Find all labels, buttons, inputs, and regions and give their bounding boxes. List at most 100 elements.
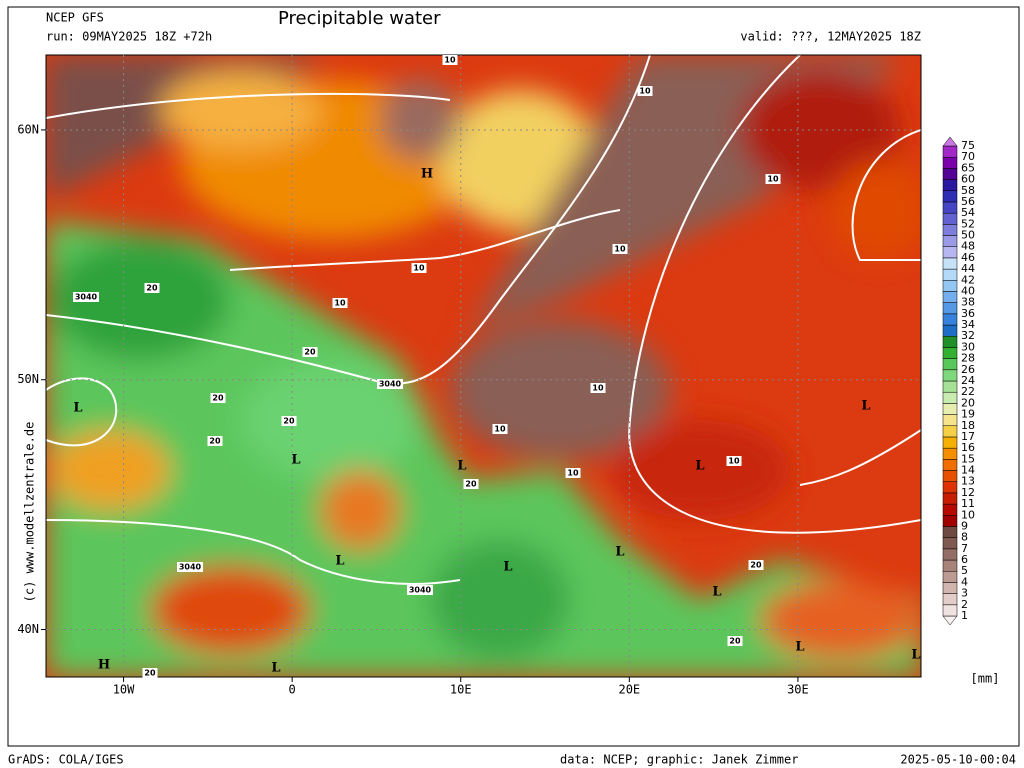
pressure-center: L [695,459,704,474]
colorbar-label: 18 [961,419,975,432]
colorbar-box [942,425,958,438]
contour-label: 10 [334,299,346,308]
map-border [45,54,922,678]
colorbar-label: 36 [961,307,975,320]
contour-label: 10 [639,87,651,96]
contour-label-bg [332,298,348,308]
colorbar-label: 34 [961,318,975,331]
colorbar-box [942,436,958,449]
contour-label: 10 [444,56,456,65]
colorbar-label: 4 [961,575,968,588]
contour-label: 20 [212,394,224,403]
lon-tick-label: 30E [787,683,809,697]
colorbar-label: 10 [961,508,975,521]
contour-label-bg [637,86,653,96]
contour-label-bg [765,174,781,184]
pressure-center: L [335,554,344,569]
colorbar-label: 17 [961,430,975,443]
colorbar-box [942,503,958,516]
colorbar-box [942,246,958,259]
contour-label-bg [210,393,226,403]
colorbar-label: 40 [961,284,975,297]
colorbar-label: 54 [961,206,975,219]
contour-label-bg [748,560,764,570]
lat-tick-label: 60N [17,122,39,136]
colorbar-label: 6 [961,553,968,566]
colorbar-box [942,403,958,415]
colorbar-label: 70 [961,150,975,163]
contour-label: 10 [567,469,579,478]
colorbar-box [942,559,958,572]
contour-label: 10 [494,425,506,434]
contour-label-bg [726,456,742,466]
colorbar-label: 12 [961,486,975,499]
colorbar-box [942,291,958,303]
footer-left: GrADS: COLA/IGES [8,753,124,767]
lon-tick-label: 0 [289,683,296,697]
colorbar-box [942,380,958,393]
colorbar-box [942,168,958,180]
frame [7,6,1020,747]
colorbar-box [942,201,958,214]
colorbar-label: 13 [961,475,975,488]
contour-label: 20 [144,669,156,678]
contour-label-bg [612,244,628,254]
pressure-center: L [861,399,870,414]
footer-center: data: NCEP; graphic: Janek Zimmer [560,753,798,767]
contour-label: 20 [750,561,762,570]
contour-label: 20 [465,480,477,489]
footer-right: 2025-05-10-00:04 [900,753,1016,767]
contour-label: 10 [413,264,425,273]
pressure-center: L [457,459,466,474]
contour-label: 20 [304,348,316,357]
lon-tick-label: 10W [113,683,135,697]
colorbar-label: 58 [961,184,975,197]
contour-label-bg [411,263,427,273]
colorbar-label: 32 [961,329,975,342]
contour-label-bg [177,562,203,572]
colorbar-label: 2 [961,598,968,611]
contour-label-bg [492,424,508,434]
colorbar-box [942,548,958,561]
pressure-center: L [712,585,721,600]
colorbar-label: 50 [961,229,975,242]
colorbar-label: 52 [961,217,975,230]
pressure-center: L [795,640,804,655]
map-field [46,55,921,677]
colorbar-label: 38 [961,296,975,309]
contour-label-bg [144,283,160,293]
colorbar-box [942,459,958,471]
colorbar-box [942,257,958,270]
colorbar-label: 19 [961,408,975,421]
colorbar-label: 11 [961,497,975,510]
colorbar-label: 48 [961,240,975,253]
valid: valid: ???, 12MAY2025 18Z [740,30,921,44]
colorbar-label: 22 [961,385,975,398]
contour-label-bg [142,668,158,678]
colorbar-label: 1 [961,609,968,622]
colorbar-box [942,604,958,617]
contour-label-bg [281,416,297,426]
pressure-center: L [911,648,920,663]
colorbar-box [942,470,958,482]
colorbar-label: 14 [961,464,975,477]
title: Precipitable water [278,8,441,29]
contour-label-bg [590,383,606,393]
colorbar-label: 28 [961,352,975,365]
colorbar-label: 7 [961,542,968,555]
colorbar-box [942,268,958,281]
colorbar-box [942,369,958,382]
colorbar-label: 75 [961,139,975,152]
colorbar-label: 16 [961,441,975,454]
colorbar-box [942,280,958,292]
contour-label-bg [73,292,99,302]
colorbar-box [942,570,958,583]
run: run: 09MAY2025 18Z +72h [46,30,212,44]
contour-label-bg [727,636,743,646]
contour-label-bg [463,479,479,489]
contour-label-bg [442,55,458,65]
colorbar-box [942,324,958,337]
colorbar-box [942,358,958,371]
contour-label: 3040 [179,563,202,572]
